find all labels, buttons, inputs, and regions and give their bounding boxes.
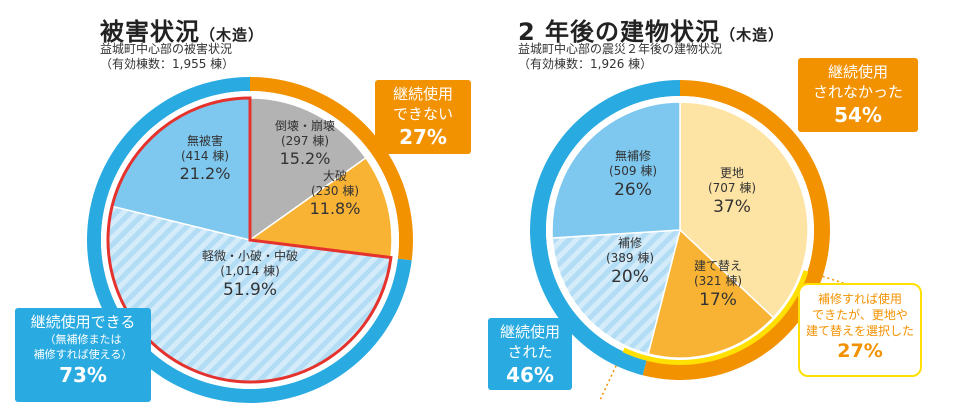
slice-label-text: 建て替え(321 棟) 17% <box>694 259 742 310</box>
subtitle-line1: 益城町中心部の被害状況 <box>100 42 233 56</box>
slice-label-text: 倒壊・崩壊(297 棟) 15.2% <box>275 119 335 168</box>
pie-slice <box>249 97 367 242</box>
callout-line2: されなかった <box>812 83 903 101</box>
damage-status-panel: 被害状況（木造） 益城町中心部の被害状況 （有効棟数：1,955 棟） 倒壊・崩… <box>15 12 471 403</box>
leader-line <box>822 275 861 290</box>
callout-percent: 54% <box>834 103 882 127</box>
pie-slice <box>551 101 681 239</box>
callout-usable: 継続使用できる （無補修または 補修すれば使える） 73% <box>15 308 151 402</box>
title-suffix: （木造） <box>200 26 265 44</box>
title-text: 2 年後の建物状況 <box>518 18 721 46</box>
slice-label: 無補修(509 棟) 26% <box>609 148 657 200</box>
callout-unusable: 継続使用 できない 27% <box>375 80 471 154</box>
callout-line2: できたが、更地や <box>812 308 908 322</box>
callout-line3: 補修すれば使える） <box>33 348 133 361</box>
slice-label-text: 大破(230 棟) 11.8% <box>310 168 361 218</box>
slice-label: 大破(230 棟) 11.8% <box>310 168 361 218</box>
post-two-years-panel: 2 年後の建物状況（木造） 益城町中心部の震災２年後の建物状況 （有効棟数：1,… <box>480 0 960 418</box>
pie-slice <box>247 156 393 259</box>
outer-ring-segment <box>529 80 680 376</box>
callout-line2: された <box>507 343 553 361</box>
callout-percent: 46% <box>506 363 554 387</box>
callout-line3: 建て替えを選択した <box>805 324 914 338</box>
callout-line2: できない <box>392 105 453 123</box>
panel-title: 被害状況（木造） <box>100 12 264 47</box>
slice-label: 更地(707 棟) 37% <box>708 166 756 217</box>
leader-line <box>598 365 617 403</box>
pie-slice <box>679 101 809 319</box>
slice-label-text: 軽微・小破・中破(1,014 棟) 51.9% <box>202 248 298 300</box>
slice-label: 無被害(414 棟) 21.2% <box>180 133 231 183</box>
panel-title: 2 年後の建物状況（木造） <box>518 12 784 47</box>
callout-repairable: 補修すれば使用 できたが、更地や 建て替えを選択した 27% <box>798 283 922 377</box>
highlight-ring <box>622 270 809 365</box>
slice-label: 倒壊・崩壊(297 棟) 15.2% <box>275 119 335 168</box>
callout-percent: 27% <box>399 125 447 149</box>
panel-subtitle: 益城町中心部の震災２年後の建物状況 （有効棟数：1,926 棟） <box>518 42 722 72</box>
callout-line1: 継続使用 <box>499 323 560 341</box>
callout-line1: 継続使用 <box>827 63 888 81</box>
damage-pie-chart: 倒壊・崩壊(297 棟) 15.2%大破(230 棟) 11.8%軽微・小破・中破(… <box>86 77 413 403</box>
pie-slice <box>551 229 681 355</box>
callout-line2: （無補修または <box>44 333 122 346</box>
callout-percent: 27% <box>837 340 883 362</box>
slice-label-text: 無補修(509 棟) 26% <box>609 148 657 200</box>
building-status-pie-chart: 更地(707 棟) 37% 建て替え(321 棟) 17% 補修(389 棟) 20% 無補… <box>529 80 861 403</box>
slice-label: 軽微・小破・中破(1,014 棟) 51.9% <box>202 248 298 300</box>
callout-used: 継続使用 された 46% <box>488 318 572 390</box>
slice-label-text: 無被害(414 棟) 21.2% <box>180 133 231 183</box>
slice-label: 建て替え(321 棟) 17% <box>694 259 742 310</box>
slice-label: 補修(389 棟) 20% <box>606 235 654 287</box>
callout-line1: 補修すれば使用 <box>817 292 902 306</box>
subtitle-line2: （有効棟数：1,926 棟） <box>518 57 653 71</box>
subtitle-line2: （有効棟数：1,955 棟） <box>100 57 235 71</box>
pie-slice <box>647 228 775 359</box>
callout-percent: 73% <box>59 363 107 387</box>
callout-not-used: 継続使用 されなかった 54% <box>798 58 918 132</box>
callout-line1: 継続使用 <box>392 85 453 103</box>
slice-label-text: 更地(707 棟) 37% <box>708 166 756 217</box>
outer-ring-segment <box>250 77 413 261</box>
slice-label-text: 補修(389 棟) 20% <box>606 235 654 287</box>
title-text: 被害状況 <box>100 18 200 46</box>
callout-line1: 継続使用できる <box>30 313 136 331</box>
title-suffix: （木造） <box>720 26 785 44</box>
panel-subtitle: 益城町中心部の被害状況 （有効棟数：1,955 棟） <box>100 42 234 72</box>
subtitle-line1: 益城町中心部の震災２年後の建物状況 <box>518 42 723 56</box>
